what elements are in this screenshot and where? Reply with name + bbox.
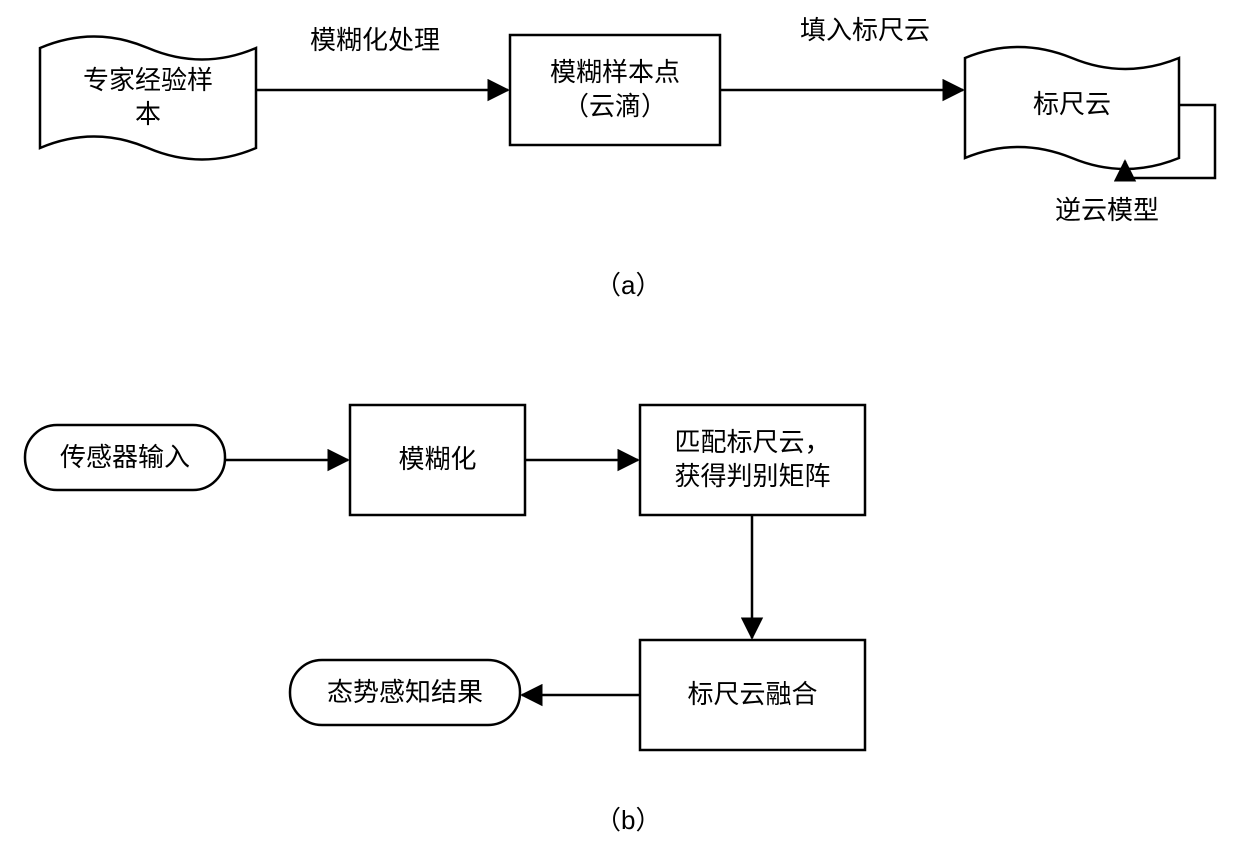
- node-expert-text: 专家经验样 本: [40, 48, 256, 148]
- node-fusion-text: 标尺云融合: [640, 640, 865, 750]
- node-match-text: 匹配标尺云， 获得判别矩阵: [640, 405, 865, 515]
- scale-cloud-label: 标尺云: [1033, 88, 1111, 122]
- label-fill-scale: 填入标尺云: [800, 10, 930, 47]
- node-scale-cloud-text: 标尺云: [965, 55, 1179, 155]
- diagram-canvas: 专家经验样 本 模糊样本点 （云滴） 标尺云 模糊化处理 填入标尺云 逆云模型 …: [0, 0, 1239, 843]
- fusion-label: 标尺云融合: [687, 678, 817, 712]
- caption-a: （a）: [595, 265, 661, 302]
- node-result-text: 态势感知结果: [290, 660, 520, 725]
- label-inverse-model: 逆云模型: [1055, 190, 1159, 227]
- fuzzify-label: 模糊化: [398, 443, 476, 477]
- match-line1: 匹配标尺云，: [674, 427, 830, 457]
- caption-b: （b）: [595, 800, 661, 837]
- fuzzy-sample-line2: （云滴）: [563, 91, 667, 121]
- node-fuzzify-text: 模糊化: [350, 405, 525, 515]
- label-fuzzy-process: 模糊化处理: [310, 20, 440, 57]
- node-fuzzy-sample-text: 模糊样本点 （云滴）: [510, 35, 720, 145]
- sensor-input-label: 传感器输入: [60, 441, 190, 475]
- match-line2: 获得判别矩阵: [674, 461, 830, 491]
- expert-line2: 本: [135, 99, 161, 129]
- expert-line1: 专家经验样: [83, 65, 213, 95]
- node-sensor-input-text: 传感器输入: [25, 425, 225, 490]
- fuzzy-sample-line1: 模糊样本点: [550, 57, 680, 87]
- result-label: 态势感知结果: [327, 676, 483, 710]
